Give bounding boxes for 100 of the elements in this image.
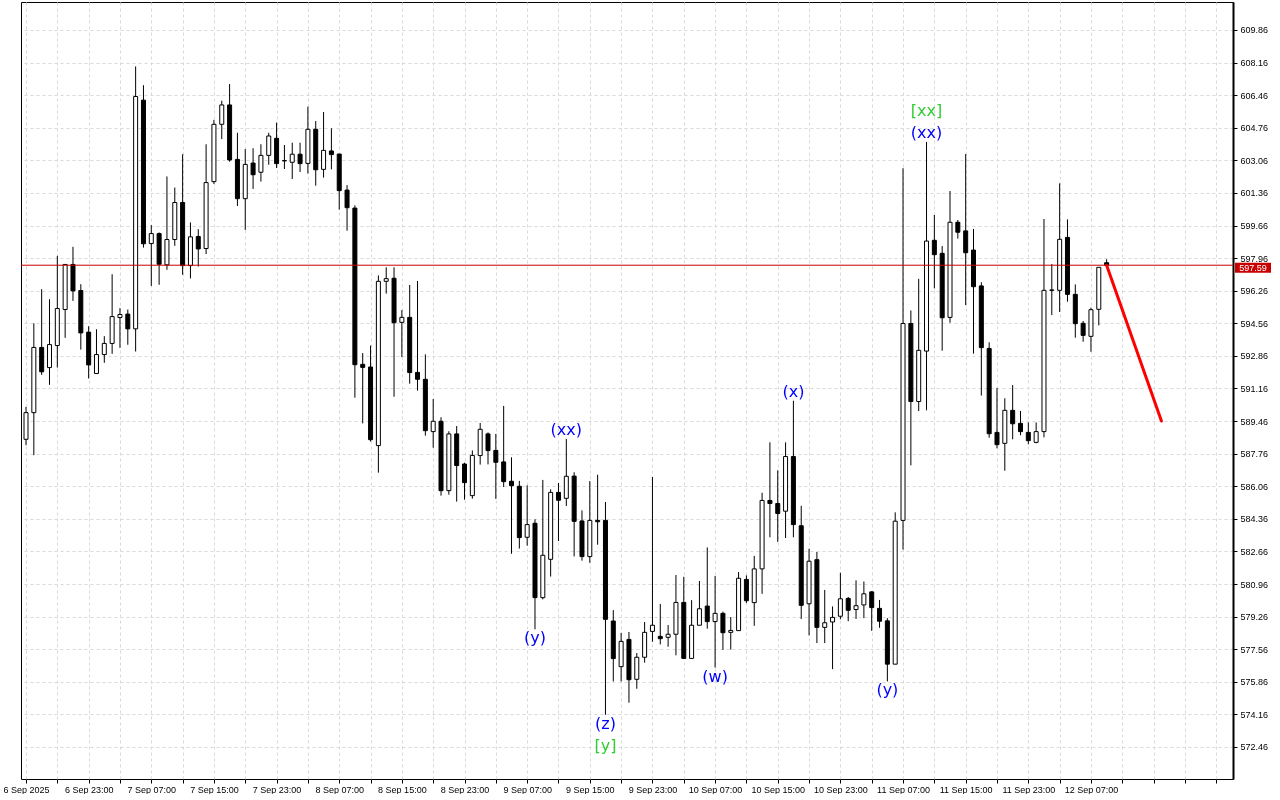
x-tick-label: 11 Sep 15:00 bbox=[939, 784, 993, 795]
x-tick-label: 6 Sep 23:00 bbox=[64, 784, 114, 795]
candlestick bbox=[563, 438, 569, 507]
candlestick bbox=[281, 144, 287, 170]
candlestick bbox=[712, 575, 718, 669]
candlestick bbox=[266, 132, 272, 166]
ref-line-label: 597.59 bbox=[1239, 262, 1267, 273]
x-tick-label: 12 Sep 07:00 bbox=[1064, 784, 1119, 795]
x-tick-label: 10 Sep 15:00 bbox=[751, 784, 806, 795]
candlestick bbox=[728, 616, 734, 651]
y-tick-label: 604.76 bbox=[1240, 123, 1269, 134]
x-tick-label: 10 Sep 07:00 bbox=[688, 784, 743, 795]
y-tick-label: 574.16 bbox=[1240, 709, 1269, 720]
y-tick-label: 584.36 bbox=[1240, 514, 1269, 525]
candlestick bbox=[595, 474, 601, 546]
x-tick-label: 8 Sep 07:00 bbox=[315, 784, 364, 795]
candlestick bbox=[430, 398, 436, 449]
x-tick-label: 10 Sep 23:00 bbox=[814, 784, 868, 795]
y-tick-label: 579.26 bbox=[1240, 612, 1269, 623]
candlestick bbox=[524, 484, 530, 547]
y-tick-label: 594.56 bbox=[1240, 318, 1269, 329]
candlestick bbox=[485, 431, 491, 465]
annotation: [y] bbox=[594, 735, 617, 755]
candlestick bbox=[509, 456, 514, 555]
annotation: (z) bbox=[595, 713, 616, 733]
y-tick-label: 592.86 bbox=[1240, 351, 1269, 362]
y-tick-label: 591.16 bbox=[1240, 383, 1269, 394]
annotation: (y) bbox=[524, 628, 546, 648]
candlestick bbox=[289, 142, 295, 180]
candlestick bbox=[1049, 263, 1055, 316]
x-tick-label: 11 Sep 07:00 bbox=[877, 784, 930, 795]
candlestick bbox=[704, 546, 710, 630]
candlestick bbox=[258, 143, 264, 183]
x-tick-label: 9 Sep 23:00 bbox=[628, 784, 678, 795]
candlestick bbox=[665, 624, 671, 648]
candlestick bbox=[830, 605, 836, 670]
candlestick bbox=[360, 352, 366, 424]
candlestick bbox=[328, 127, 334, 170]
y-tick-label: 572.46 bbox=[1240, 742, 1269, 753]
candlestick bbox=[117, 307, 123, 349]
candlestick bbox=[994, 387, 1000, 449]
candlestick bbox=[931, 214, 937, 289]
candlestick bbox=[462, 462, 468, 501]
candlestick bbox=[415, 280, 421, 392]
y-tick-label: 601.36 bbox=[1240, 188, 1269, 199]
x-tick-label: 6 Sep 2025 bbox=[3, 784, 50, 795]
y-tick-label: 599.66 bbox=[1240, 221, 1269, 232]
annotation: (xx) bbox=[910, 122, 943, 142]
annotation: [xx] bbox=[910, 100, 943, 120]
y-tick-label: 597.96 bbox=[1240, 253, 1269, 264]
candlestick bbox=[555, 482, 561, 542]
candlestick bbox=[501, 405, 507, 488]
y-tick-label: 577.56 bbox=[1240, 644, 1269, 655]
candlestick bbox=[720, 611, 726, 651]
x-tick-label: 9 Sep 07:00 bbox=[503, 784, 552, 795]
candlestick bbox=[125, 309, 131, 346]
x-tick-label: 8 Sep 23:00 bbox=[440, 784, 490, 795]
y-tick-label: 582.66 bbox=[1240, 546, 1269, 557]
x-tick-label: 8 Sep 15:00 bbox=[378, 784, 427, 795]
candlestick bbox=[493, 433, 499, 500]
candlestick bbox=[869, 590, 875, 632]
candlestick bbox=[297, 142, 303, 173]
annotation: (x) bbox=[782, 381, 805, 401]
y-tick-label: 608.16 bbox=[1240, 58, 1269, 69]
candlestick bbox=[822, 589, 828, 644]
candlestick bbox=[148, 224, 154, 287]
candlestick bbox=[877, 599, 883, 629]
x-tick-label: 7 Sep 23:00 bbox=[252, 784, 302, 795]
candlestick bbox=[1010, 384, 1016, 440]
candlestick bbox=[219, 100, 225, 140]
candlestick bbox=[321, 111, 327, 179]
candlestick bbox=[696, 580, 702, 626]
y-tick-label: 586.06 bbox=[1240, 481, 1269, 492]
y-tick-label: 587.76 bbox=[1240, 449, 1269, 460]
candlestick bbox=[1080, 320, 1086, 343]
candlestick bbox=[383, 266, 389, 295]
annotation: (xx) bbox=[550, 419, 583, 439]
annotation: (w) bbox=[702, 666, 728, 686]
candlestick bbox=[46, 298, 52, 386]
candlestick bbox=[101, 335, 107, 364]
candlestick bbox=[767, 441, 773, 538]
y-tick-label: 575.86 bbox=[1240, 677, 1269, 688]
candlestick bbox=[657, 603, 663, 645]
candlestick bbox=[634, 652, 640, 690]
y-tick-label: 580.96 bbox=[1240, 579, 1269, 590]
y-tick-label: 596.26 bbox=[1240, 286, 1269, 297]
annotation: (y) bbox=[876, 680, 899, 700]
candlestick bbox=[93, 328, 99, 375]
y-tick-label: 609.86 bbox=[1240, 25, 1269, 36]
x-tick-label: 7 Sep 07:00 bbox=[127, 784, 177, 795]
candlestick bbox=[845, 596, 851, 622]
candlestick bbox=[399, 309, 405, 358]
candlestick bbox=[649, 476, 655, 643]
x-tick-label: 7 Sep 15:00 bbox=[190, 784, 239, 795]
candlestick bbox=[963, 153, 969, 306]
candlestick bbox=[955, 219, 961, 240]
candlestick bbox=[1025, 421, 1031, 445]
candlestick bbox=[250, 147, 256, 190]
y-tick-label: 606.46 bbox=[1240, 90, 1269, 101]
y-tick-label: 603.06 bbox=[1240, 155, 1269, 166]
